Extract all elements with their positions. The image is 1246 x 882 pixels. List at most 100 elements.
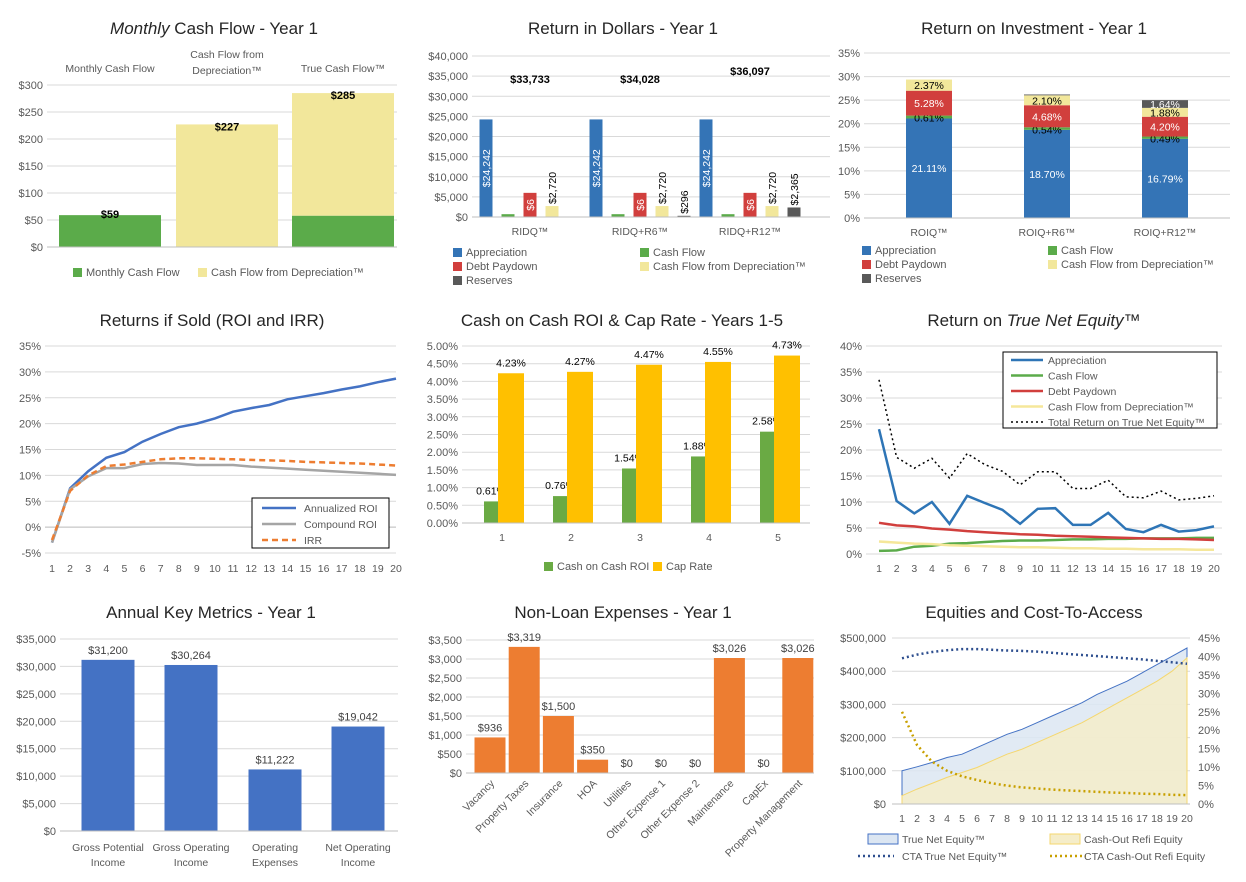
monthly-cash-flow-bar — [292, 215, 394, 247]
return-dollars-bar — [677, 215, 691, 217]
equities-legend-label: Cash-Out Refi Equity — [1084, 834, 1183, 846]
rtne-xtick-label: 20 — [1208, 563, 1220, 575]
returns-sold-xtick-label: 7 — [158, 563, 164, 575]
return-dollars-category-label: RIDQ™ — [512, 226, 549, 238]
equities-y2tick-label: 0% — [1198, 799, 1214, 811]
coc-cap-data-label: 4.55% — [703, 346, 733, 358]
roi-year1-bar — [1024, 95, 1070, 106]
key-metrics-category-label: Income — [341, 857, 376, 869]
key-metrics-category-label: Income — [174, 857, 209, 869]
monthly-cash-flow-ytick-label: $50 — [25, 215, 43, 227]
monthly-cash-flow-category-label: Depreciation™ — [192, 65, 261, 77]
non-loan-ytick-label: $0 — [450, 768, 462, 780]
equities-xtick-label: 19 — [1166, 813, 1178, 825]
key-metrics-data-label: $31,200 — [88, 645, 128, 657]
coc-cap-ytick-label: 2.00% — [427, 447, 458, 459]
return-dollars-bar — [655, 206, 669, 217]
key-metrics-bar — [331, 726, 385, 831]
rtne-xtick-label: 10 — [1032, 563, 1044, 575]
coc-cap-ytick-label: 0.50% — [427, 500, 458, 512]
rtne-ytick-label: 25% — [840, 419, 862, 431]
rtne-xtick-label: 8 — [999, 563, 1005, 575]
roi-year1-data-label: 1.64% — [1150, 99, 1180, 111]
rtne-title: Return on True Net Equity™ — [927, 311, 1140, 330]
coc-cap-data-label: 4.27% — [565, 356, 595, 368]
equities-xtick-label: 10 — [1031, 813, 1043, 825]
return-dollars-bar — [545, 206, 559, 217]
monthly-cash-flow-legend-0-swatch — [73, 268, 82, 277]
monthly-cash-flow-bar — [292, 93, 394, 216]
return-dollars-data-label: $6 — [745, 199, 757, 211]
coc-cap-bar — [774, 355, 800, 523]
equities-y2tick-label: 35% — [1198, 670, 1220, 682]
key-metrics-data-label: $19,042 — [338, 712, 378, 724]
coc-cap-xtick-label: 1 — [499, 532, 505, 544]
coc-cap-xtick-label: 4 — [706, 532, 712, 544]
equities-legend-swatch — [867, 833, 899, 845]
coc-cap-ytick-label: 2.50% — [427, 430, 458, 442]
equities-legend-label: CTA True Net Equity™ — [902, 851, 1007, 863]
equities-title: Equities and Cost-To-Access — [925, 603, 1142, 622]
rtne-ytick-label: 5% — [846, 523, 862, 535]
non-loan-data-label: $936 — [478, 722, 502, 734]
return-dollars-total-label: $36,097 — [730, 66, 770, 78]
key-metrics-ytick-label: $20,000 — [16, 716, 56, 728]
equities-xtick-label: 9 — [1019, 813, 1025, 825]
equities-xtick-label: 8 — [1004, 813, 1010, 825]
monthly-cash-flow-ytick-label: $0 — [31, 242, 43, 254]
rtne-xtick-label: 6 — [964, 563, 970, 575]
non-loan-bar — [782, 658, 814, 773]
returns-sold-xtick-label: 1 — [49, 563, 55, 575]
roi-year1-bar — [906, 118, 952, 218]
rtne-title-prefix: Return on — [927, 311, 1006, 330]
non-loan-data-label: $0 — [757, 758, 769, 770]
return-dollars-ytick-label: $15,000 — [428, 152, 468, 164]
equities-xtick-label: 1 — [899, 813, 905, 825]
returns-sold-line-2 — [50, 457, 397, 541]
returns-sold-xtick-label: 5 — [121, 563, 127, 575]
monthly-cash-flow-data-label: $227 — [215, 121, 239, 133]
rtne-xtick-label: 16 — [1138, 563, 1150, 575]
coc-cap-bar — [636, 364, 662, 523]
return-dollars-legend-1-label: Cash Flow — [653, 247, 705, 259]
coc-cap-legend-1-label: Cap Rate — [666, 561, 712, 573]
coc-cap-ytick-label: 5.00% — [427, 341, 458, 353]
returns-sold-ytick-label: 10% — [19, 470, 41, 482]
return-dollars-data-label: $2,720 — [547, 172, 559, 204]
roi-year1-bar — [1024, 129, 1070, 218]
return-dollars-legend-2-label: Debt Paydown — [466, 261, 538, 273]
coc-cap-bar — [691, 456, 705, 523]
roi-year1-data-label: 18.70% — [1029, 169, 1065, 181]
rtne-xtick-label: 15 — [1120, 563, 1132, 575]
return-dollars-bar — [765, 206, 779, 217]
return-dollars-legend-0-swatch — [453, 248, 462, 257]
return-dollars-bar — [611, 214, 625, 217]
monthly-cash-flow-ytick-label: $300 — [19, 80, 43, 92]
monthly-cash-flow-title: Monthly Cash Flow - Year 1 — [110, 19, 318, 38]
returns-sold-xtick-label: 11 — [228, 563, 239, 575]
equities-xtick-label: 4 — [944, 813, 950, 825]
equities-xtick-label: 6 — [974, 813, 980, 825]
return-dollars-ytick-label: $20,000 — [428, 132, 468, 144]
coc-cap-data-label: 4.47% — [634, 349, 664, 361]
rtne-xtick-label: 17 — [1155, 563, 1167, 575]
key-metrics-data-label: $30,264 — [171, 650, 211, 662]
return-dollars-ytick-label: $35,000 — [428, 71, 468, 83]
roi-year1-category-label: ROIQ™ — [910, 227, 947, 239]
monthly-cash-flow-data-label: $59 — [101, 209, 119, 221]
return-dollars-title: Return in Dollars - Year 1 — [528, 19, 718, 38]
returns-sold-ytick-label: 5% — [25, 496, 41, 508]
equities-xtick-label: 17 — [1136, 813, 1148, 825]
coc-cap-title: Cash on Cash ROI & Cap Rate - Years 1-5 — [461, 311, 783, 330]
roi-year1-legend-0-label: Appreciation — [875, 245, 936, 257]
key-metrics-category-label: Gross Potential — [72, 842, 144, 854]
equities-ytick-label: $400,000 — [840, 666, 886, 678]
monthly-cash-flow-data-label: $285 — [331, 90, 355, 102]
equities-ytick-label: $200,000 — [840, 733, 886, 745]
non-loan-category-label: HOA — [575, 778, 600, 803]
key-metrics-bar — [81, 659, 135, 831]
roi-year1-title: Return on Investment - Year 1 — [921, 19, 1147, 38]
roi-year1-ytick-label: 10% — [838, 166, 860, 178]
